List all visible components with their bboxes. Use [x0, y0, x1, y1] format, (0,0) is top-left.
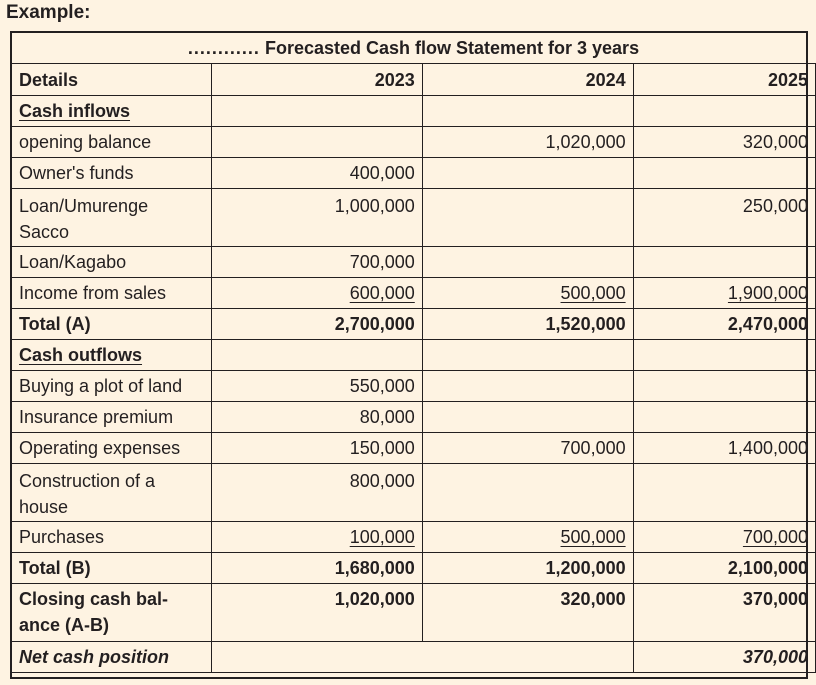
row-label-line1: Construction of a [19, 470, 156, 491]
header-year-2023: 2023 [210, 62, 423, 96]
cell-2024 [421, 462, 634, 522]
closing-balance-label: Closing cash bal- ance (A-B) [11, 582, 212, 642]
row-label: opening balance [11, 125, 212, 158]
section-cash-inflows: Cash inflows [11, 94, 212, 127]
cell-2025: 1,900,000 [632, 276, 816, 309]
cell-2023: 550,000 [210, 369, 423, 402]
cell-2023: 1,000,000 [210, 187, 423, 247]
row-label: Loan/Umurenge Sacco [11, 187, 212, 247]
closing-balance-row: Closing cash bal- ance (A-B) 1,020,000 3… [11, 582, 816, 642]
title-dots: ............ [187, 38, 260, 58]
cell-2023: 800,000 [210, 462, 423, 522]
row-label: Purchases [11, 520, 212, 553]
cell-2023 [210, 125, 423, 158]
total-a-2024: 1,520,000 [421, 307, 634, 340]
total-b-2023: 1,680,000 [210, 551, 423, 584]
closing-label-line1: Closing cash bal- [19, 588, 169, 609]
cell-2025 [632, 462, 816, 522]
cell-2025 [632, 369, 816, 402]
cell-2025: 320,000 [632, 125, 816, 158]
net-cash-label: Net cash position [11, 640, 212, 673]
total-b-2024: 1,200,000 [421, 551, 634, 584]
section-outflows-row: Cash outflows [11, 338, 816, 371]
cell-2024: 1,020,000 [421, 125, 634, 158]
cell-2024: 500,000 [421, 276, 634, 309]
cell-2023: 700,000 [210, 245, 423, 278]
cell-2025: 700,000 [632, 520, 816, 553]
row-label-line2: Sacco [19, 221, 70, 242]
total-a-row: Total (A) 2,700,000 1,520,000 2,470,000 [11, 307, 816, 340]
total-a-label: Total (A) [11, 307, 212, 340]
header-row: Details 2023 2024 2025 [11, 62, 816, 96]
row-label: Owner's funds [11, 156, 212, 189]
table-title-row: ............ Forecasted Cash flow Statem… [11, 32, 816, 64]
cell-2023: 100,000 [210, 520, 423, 553]
table-row: Income from sales 600,000 500,000 1,900,… [11, 276, 816, 309]
total-a-2023: 2,700,000 [210, 307, 423, 340]
cell-2025 [632, 400, 816, 433]
table-row: Insurance premium 80,000 [11, 400, 816, 433]
row-label: Income from sales [11, 276, 212, 309]
cell-2025 [632, 245, 816, 278]
cell-2024 [421, 187, 634, 247]
table-row: Operating expenses 150,000 700,000 1,400… [11, 431, 816, 464]
row-label: Loan/Kagabo [11, 245, 212, 278]
cell-2025: 250,000 [632, 187, 816, 247]
total-b-label: Total (B) [11, 551, 212, 584]
cell-2023: 80,000 [210, 400, 423, 433]
total-b-row: Total (B) 1,680,000 1,200,000 2,100,000 [11, 551, 816, 584]
cell-2023: 150,000 [210, 431, 423, 464]
section-inflows-row: Cash inflows [11, 94, 816, 127]
header-details: Details [11, 62, 212, 96]
cell-2024 [421, 156, 634, 189]
row-label: Construction of a house [11, 462, 212, 522]
cell-2025 [632, 156, 816, 189]
cell-2024 [421, 245, 634, 278]
closing-label-line2: ance (A-B) [19, 614, 110, 635]
table-row: Buying a plot of land 550,000 [11, 369, 816, 402]
cell-2023: 400,000 [210, 156, 423, 189]
cell-2024 [421, 400, 634, 433]
cell-2025: 1,400,000 [632, 431, 816, 464]
row-label: Buying a plot of land [11, 369, 212, 402]
example-heading: Example: [6, 2, 91, 23]
table-row: opening balance 1,020,000 320,000 [11, 125, 816, 158]
table-row: Owner's funds 400,000 [11, 156, 816, 189]
cell-2024: 700,000 [421, 431, 634, 464]
table-title: Forecasted Cash flow Statement for 3 yea… [264, 38, 640, 58]
closing-2025: 370,000 [632, 582, 816, 642]
closing-2024: 320,000 [421, 582, 634, 642]
table-row: Loan/Umurenge Sacco 1,000,000 250,000 [11, 187, 816, 247]
header-year-2025: 2025 [632, 62, 816, 96]
cell-2024: 500,000 [421, 520, 634, 553]
net-cash-2025: 370,000 [632, 640, 816, 673]
section-cash-outflows: Cash outflows [11, 338, 212, 371]
net-cash-row: Net cash position 370,000 [11, 640, 816, 673]
total-b-2025: 2,100,000 [632, 551, 816, 584]
table-row: Loan/Kagabo 700,000 [11, 245, 816, 278]
cell-2024 [421, 369, 634, 402]
cell-2023: 600,000 [210, 276, 423, 309]
row-label: Insurance premium [11, 400, 212, 433]
total-a-2025: 2,470,000 [632, 307, 816, 340]
closing-2023: 1,020,000 [210, 582, 423, 642]
table-row: Purchases 100,000 500,000 700,000 [11, 520, 816, 553]
row-label-line1: Loan/Umurenge [19, 195, 149, 216]
row-label-line2: house [19, 496, 69, 517]
cash-flow-table: ............ Forecasted Cash flow Statem… [11, 32, 816, 673]
table-row: Construction of a house 800,000 [11, 462, 816, 522]
header-year-2024: 2024 [421, 62, 634, 96]
row-label: Operating expenses [11, 431, 212, 464]
